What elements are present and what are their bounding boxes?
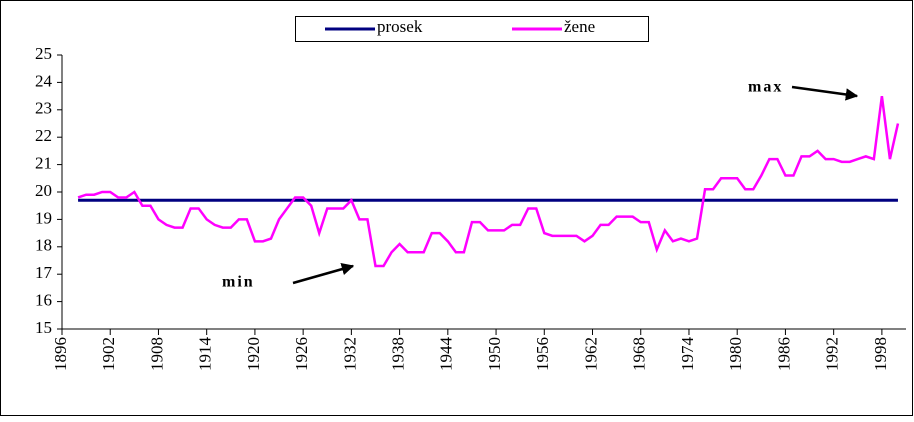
- x-tick-label: 1950: [485, 337, 504, 371]
- legend-label: prosek: [377, 17, 423, 36]
- y-tick-label: 23: [35, 99, 52, 118]
- x-tick-label: 1920: [244, 337, 263, 371]
- y-tick-label: 21: [35, 154, 52, 173]
- series-line: [77, 95, 900, 268]
- x-tick-label: 1956: [533, 337, 552, 371]
- y-tick-label: 15: [35, 318, 52, 337]
- annotation-arrow: [292, 263, 355, 285]
- x-tick-label: 1932: [340, 337, 359, 371]
- y-tick-label: 17: [35, 263, 53, 282]
- legend-label: žene: [564, 17, 595, 36]
- annotation: min: [222, 274, 255, 291]
- y-tick-label: 18: [35, 236, 52, 255]
- y-tick-label: 22: [35, 126, 52, 145]
- x-tick-label: 1914: [196, 337, 215, 372]
- x-tick-label: 1968: [630, 337, 649, 371]
- x-tick-label: 1992: [823, 337, 842, 371]
- x-tick-label: 1926: [292, 337, 311, 371]
- x-tick-label: 1980: [726, 337, 745, 371]
- annotation-arrow: [791, 85, 859, 101]
- x-tick-label: 1974: [678, 337, 697, 372]
- x-tick-label: 1902: [99, 337, 118, 371]
- x-tick-label: 1962: [581, 337, 600, 371]
- y-tick-label: 19: [35, 208, 52, 227]
- x-tick-label: 1896: [51, 337, 70, 371]
- y-tick-label: 20: [35, 181, 52, 200]
- x-tick-label: 1944: [437, 337, 456, 372]
- x-tick-label: 1998: [871, 337, 890, 371]
- y-tick-label: 16: [35, 291, 52, 310]
- x-tick-label: 1986: [774, 337, 793, 371]
- annotation: max: [748, 79, 783, 96]
- x-tick-label: 1938: [389, 337, 408, 371]
- y-tick-label: 25: [35, 44, 52, 63]
- y-tick-label: 24: [35, 71, 53, 90]
- x-tick-label: 1908: [147, 337, 166, 371]
